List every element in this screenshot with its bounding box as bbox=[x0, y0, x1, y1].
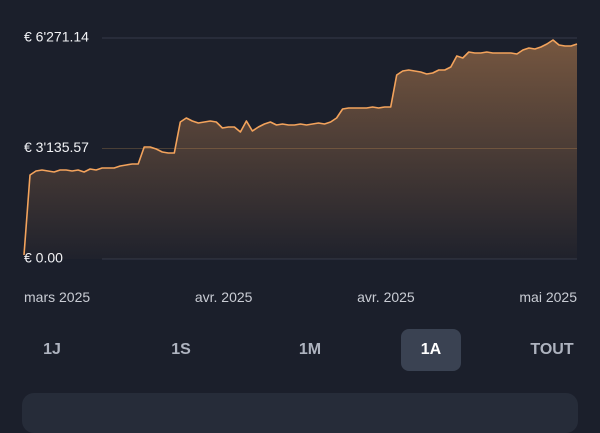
line bbox=[23, 39, 578, 256]
bottom-card bbox=[22, 393, 578, 433]
range-button[interactable]: 1M bbox=[298, 341, 322, 358]
x-tick-label: mars 2025 bbox=[24, 289, 91, 305]
x-tick-label: avr. 2025 bbox=[194, 289, 253, 305]
range-button[interactable]: 1S bbox=[171, 341, 191, 358]
range-buttons: 1J 1S 1M 1A TOUT bbox=[14, 329, 590, 371]
range-button[interactable]: 1J bbox=[43, 341, 61, 358]
x-tick-label: mai 2025 bbox=[519, 289, 577, 305]
range-button[interactable]: TOUT bbox=[530, 341, 574, 358]
area bbox=[24, 40, 577, 259]
x-axis-labels: mars 2025 avr. 2025 avr. 2025 mai 2025 bbox=[24, 289, 577, 305]
y-tick-label: € 3'135.57 bbox=[24, 139, 89, 155]
chart: € 0.00€ 3'135.57€ 6'271.14 bbox=[23, 29, 578, 266]
screen: € 0.00€ 3'135.57€ 6'271.14 mars 2025avr.… bbox=[14, 28, 590, 433]
y-tick-label: € 6'271.14 bbox=[24, 29, 89, 45]
x-tick-label: avr. 2025 bbox=[357, 289, 415, 305]
range-button[interactable]: 1A bbox=[401, 329, 461, 371]
